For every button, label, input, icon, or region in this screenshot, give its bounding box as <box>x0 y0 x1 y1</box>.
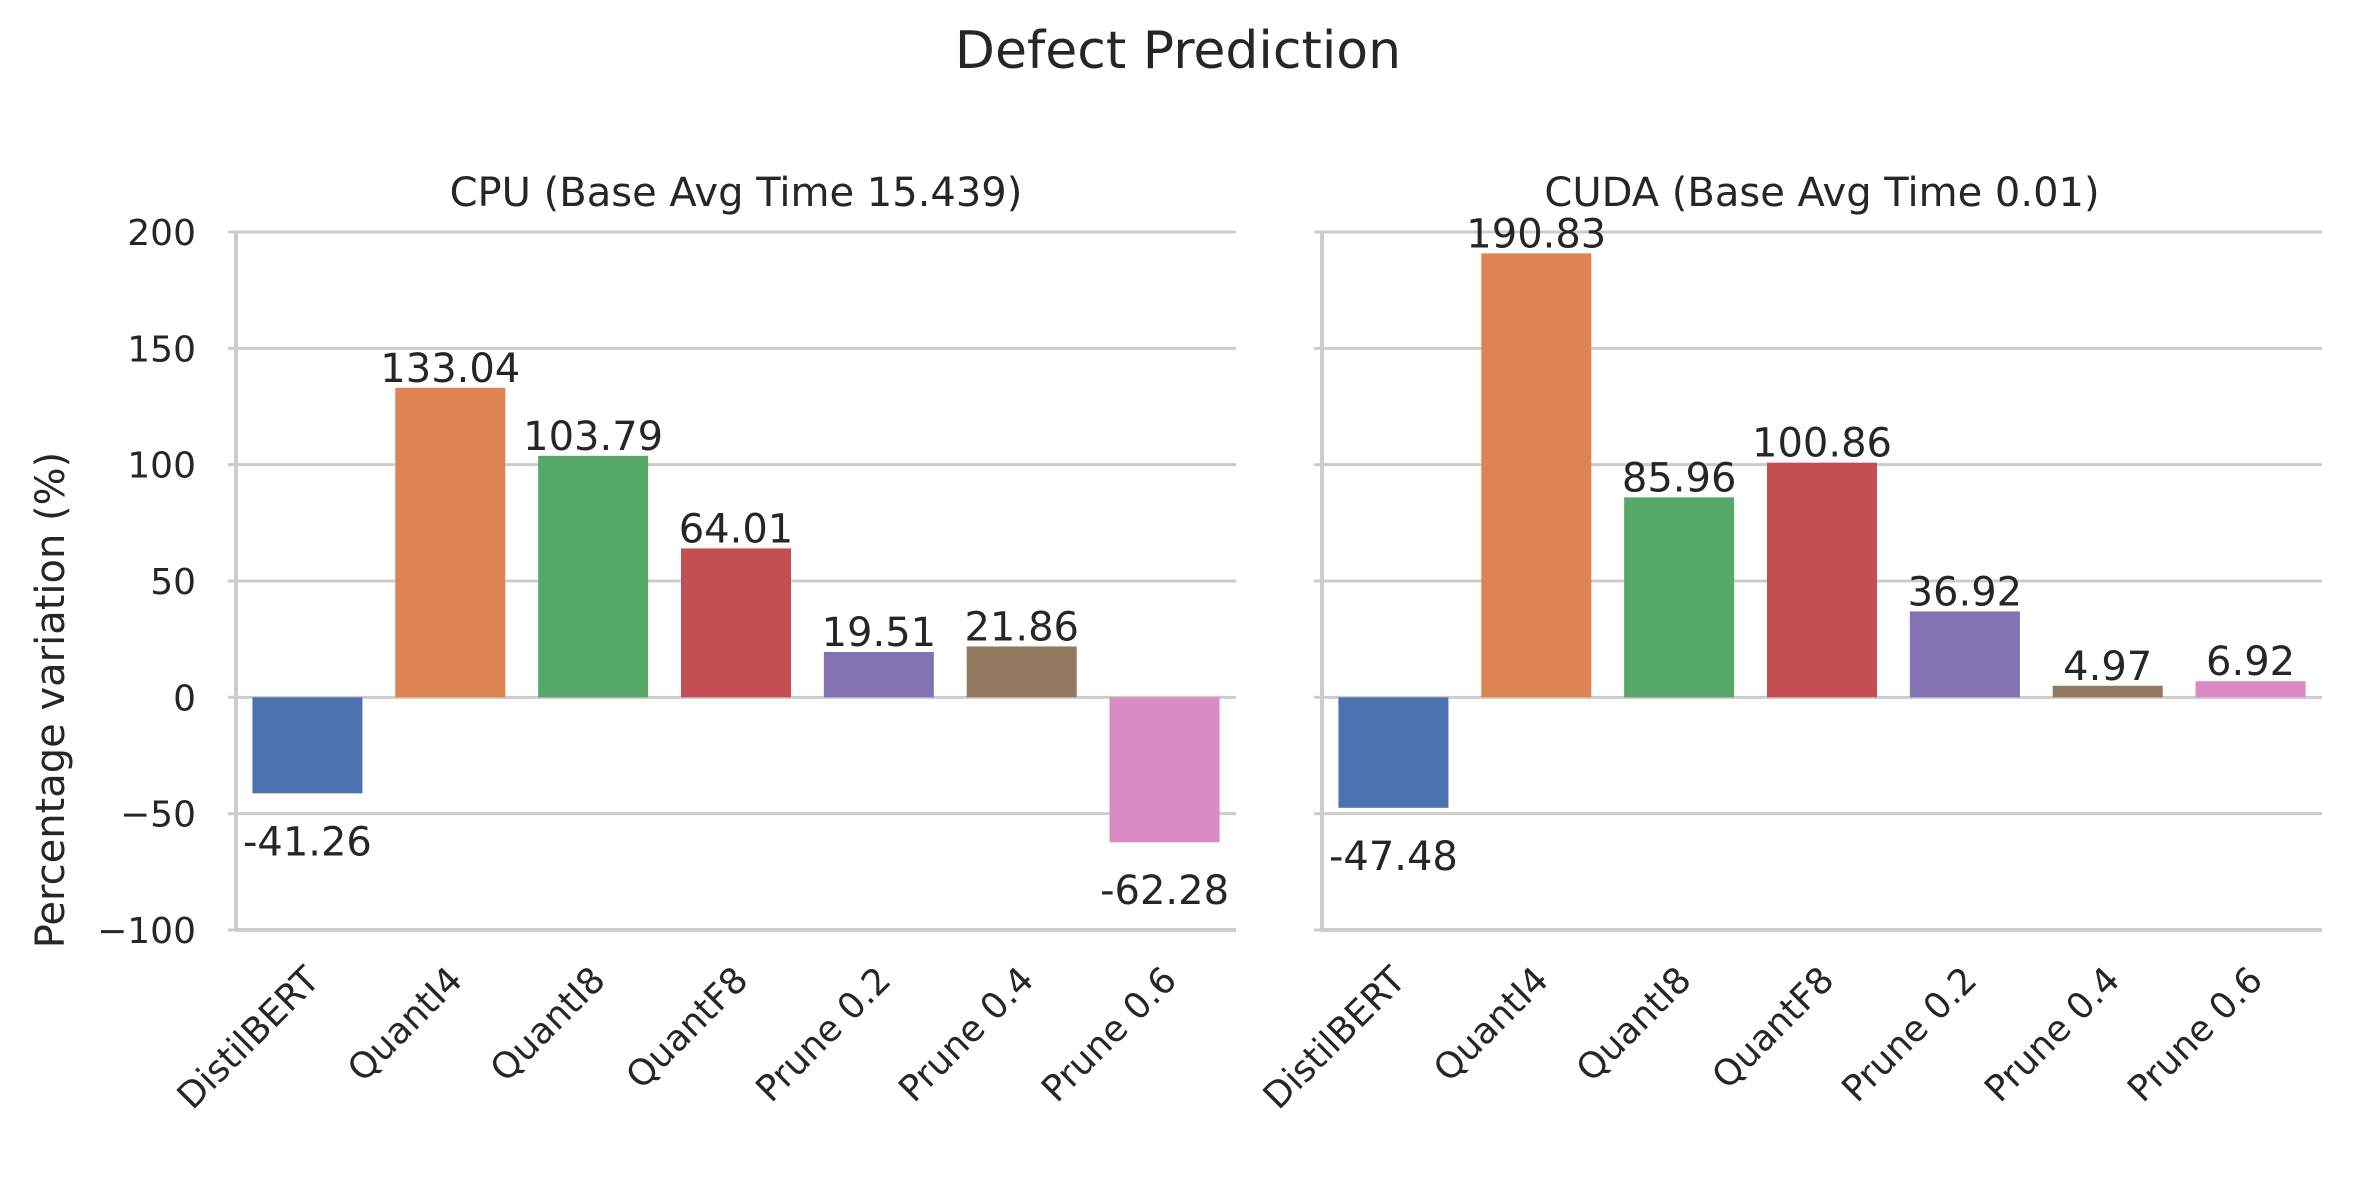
bar-cpu-quantf8 <box>681 548 791 698</box>
y-tick-label-50: 50 <box>150 562 196 603</box>
panel-cuda: CUDA (Base Avg Time 0.01) -47.48 DistilBER… <box>1256 170 2322 1117</box>
x-tick-label-cpu-quanti4: QuantI4 <box>340 959 471 1090</box>
bar-cuda-prune-0-2 <box>1909 611 2020 698</box>
bar-cpu-distilbert <box>252 697 363 794</box>
bar-value-label-cuda-prune-0-6: 6.92 <box>2206 639 2295 685</box>
bar-value-label-cpu-prune-0-4: 21.86 <box>964 604 1079 650</box>
y-tick-label--100: −100 <box>97 911 196 952</box>
subplot-title-cuda: CUDA (Base Avg Time 0.01) <box>1544 170 2099 216</box>
y-tick-label-150: 150 <box>127 329 196 370</box>
x-tick-label-cuda-quanti4: QuantI4 <box>1426 959 1557 1090</box>
bar-cpu-quanti8 <box>538 455 649 698</box>
panel-cpu: 200 150 100 50 0 −50 −100 CPU (Base Avg Time 15… <box>97 170 1236 1117</box>
bar-value-label-cuda-prune-0-4: 4.97 <box>2063 644 2152 690</box>
x-tick-label-cpu-prune-0-4: Prune 0.4 <box>891 959 1042 1110</box>
x-tick-label-cuda-quantf8: QuantF8 <box>1705 959 1843 1097</box>
bar-cpu-prune-0-6 <box>1109 697 1220 843</box>
x-tick-label-cpu-quanti8: QuantI8 <box>483 959 614 1090</box>
bar-cuda-prune-0-4 <box>2052 685 2163 698</box>
chart-title: Defect Prediction <box>955 21 1401 81</box>
x-tick-label-cpu-quantf8: QuantF8 <box>619 959 757 1097</box>
y-tick-label-0: 0 <box>173 678 196 719</box>
bar-value-label-cuda-prune-0-2: 36.92 <box>1908 569 2023 615</box>
bar-cuda-prune-0-6 <box>2195 681 2306 698</box>
y-tick-label-100: 100 <box>127 446 196 487</box>
x-tick-label-cpu-prune-0-2: Prune 0.2 <box>748 959 899 1110</box>
x-tick-label-cuda-distilbert: DistilBERT <box>1256 959 1415 1118</box>
bar-cpu-quanti4 <box>395 387 506 698</box>
x-tick-label-cuda-quanti8: QuantI8 <box>1569 959 1700 1090</box>
bar-value-label-cpu-prune-0-2: 19.51 <box>822 610 937 656</box>
y-tick-label--50: −50 <box>120 795 196 836</box>
bar-cuda-quanti8 <box>1624 497 1735 698</box>
x-tick-label-cuda-prune-0-6: Prune 0.6 <box>2120 959 2271 1110</box>
bar-value-label-cpu-quanti8: 103.79 <box>523 414 663 460</box>
y-axis-label: Percentage variation (%) <box>28 452 74 949</box>
bar-value-label-cpu-prune-0-6: -62.28 <box>1100 868 1229 914</box>
x-tick-label-cpu-distilbert: DistilBERT <box>170 959 329 1118</box>
bar-value-label-cuda-quanti8: 85.96 <box>1622 455 1737 501</box>
bar-value-label-cpu-distilbert: -41.26 <box>243 819 372 865</box>
bar-cuda-quanti4 <box>1481 253 1592 698</box>
x-tick-label-cuda-prune-0-2: Prune 0.2 <box>1834 959 1985 1110</box>
subplot-title-cpu: CPU (Base Avg Time 15.439) <box>450 170 1023 216</box>
bar-cuda-distilbert <box>1338 697 1449 808</box>
x-tick-label-cuda-prune-0-4: Prune 0.4 <box>1977 959 2128 1110</box>
bar-value-label-cuda-quanti4: 190.83 <box>1466 211 1606 257</box>
bar-value-label-cpu-quanti4: 133.04 <box>380 346 520 392</box>
bar-cpu-prune-0-2 <box>823 651 934 698</box>
bar-value-label-cuda-distilbert: -47.48 <box>1329 834 1458 880</box>
bar-value-label-cpu-quantf8: 64.01 <box>679 506 794 552</box>
y-tick-label-200: 200 <box>127 213 196 254</box>
x-tick-label-cpu-prune-0-6: Prune 0.6 <box>1034 959 1185 1110</box>
subplots: 200 150 100 50 0 −50 −100 CPU (Base Avg Time 15… <box>97 170 2322 1117</box>
bar-cpu-prune-0-4 <box>966 646 1077 698</box>
bar-value-label-cuda-quantf8: 100.86 <box>1752 421 1892 467</box>
bar-cuda-quantf8 <box>1767 462 1877 698</box>
